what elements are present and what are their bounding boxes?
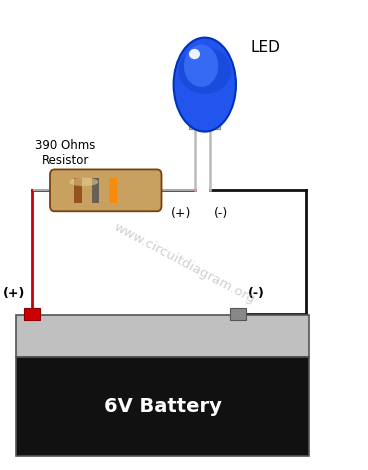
FancyBboxPatch shape bbox=[50, 170, 162, 212]
Bar bbox=[109, 178, 117, 203]
Ellipse shape bbox=[189, 49, 200, 59]
Bar bbox=[24, 308, 40, 320]
Text: (+): (+) bbox=[171, 207, 191, 220]
Text: (-): (-) bbox=[248, 287, 265, 300]
Bar bbox=[92, 178, 99, 203]
Text: (-): (-) bbox=[214, 207, 229, 220]
Bar bbox=[128, 178, 134, 203]
Text: www.circuitdiagram.org: www.circuitdiagram.org bbox=[112, 220, 258, 306]
Text: LED: LED bbox=[250, 39, 280, 55]
Bar bbox=[16, 315, 309, 357]
Ellipse shape bbox=[184, 45, 218, 87]
Bar bbox=[190, 118, 220, 129]
Bar bbox=[230, 308, 246, 320]
Bar bbox=[74, 178, 82, 203]
Text: 6V Battery: 6V Battery bbox=[104, 397, 222, 416]
Bar bbox=[16, 357, 309, 456]
Ellipse shape bbox=[178, 47, 231, 94]
Ellipse shape bbox=[174, 38, 236, 132]
Ellipse shape bbox=[69, 178, 98, 186]
Text: (+): (+) bbox=[3, 287, 25, 300]
Text: 390 Ohms
Resistor: 390 Ohms Resistor bbox=[35, 139, 96, 167]
